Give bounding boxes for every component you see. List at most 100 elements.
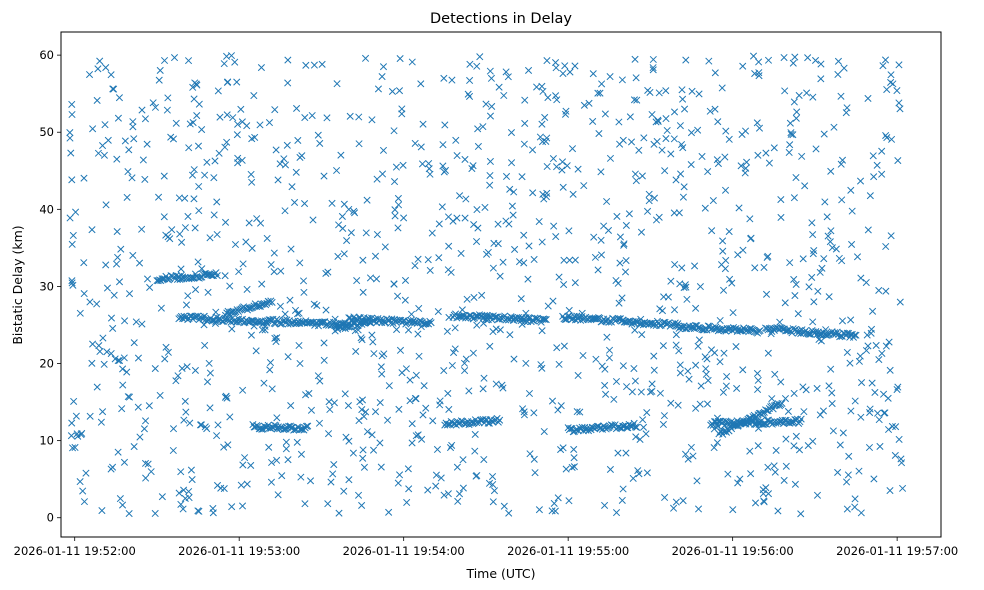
detection-point	[795, 91, 803, 100]
detection-point	[368, 116, 376, 124]
detection-point	[732, 343, 740, 351]
detection-point	[76, 478, 84, 486]
detection-point	[694, 505, 703, 513]
detection-point	[694, 126, 702, 134]
detection-point	[286, 296, 294, 304]
detection-point	[619, 362, 627, 370]
detection-point	[646, 319, 654, 328]
detection-point	[381, 243, 389, 251]
detection-point	[646, 88, 654, 96]
detection-point	[296, 259, 304, 267]
chart-title: Detections in Delay	[430, 11, 572, 27]
detection-point	[189, 119, 197, 127]
detection-point	[82, 469, 90, 477]
detection-point	[649, 55, 657, 64]
detection-point	[498, 381, 506, 389]
detection-point	[357, 334, 365, 342]
detection-point	[721, 186, 730, 194]
detection-point	[687, 129, 696, 137]
detection-point	[792, 114, 800, 122]
detection-point	[338, 212, 346, 221]
detection-point	[507, 128, 516, 137]
detection-point	[125, 146, 133, 154]
detection-point	[568, 145, 577, 153]
detection-point	[488, 417, 496, 426]
detection-point	[726, 275, 734, 283]
detection-point	[813, 491, 822, 499]
detection-point	[520, 231, 528, 239]
detection-point	[703, 355, 711, 363]
detection-point	[396, 54, 404, 63]
detection-point	[388, 87, 397, 95]
detection-point	[565, 497, 573, 505]
detection-point	[561, 110, 570, 118]
detection-point	[100, 360, 108, 368]
detection-point	[616, 259, 624, 267]
detection-point	[278, 472, 286, 480]
detection-point	[198, 265, 206, 273]
detection-point	[555, 273, 563, 281]
detection-point	[273, 456, 281, 464]
detection-point	[816, 268, 824, 276]
detection-point	[704, 376, 712, 385]
detection-point	[843, 505, 851, 513]
detection-point	[359, 288, 367, 296]
detection-point	[185, 487, 193, 496]
detection-point	[722, 256, 730, 265]
detection-point	[538, 327, 546, 335]
detection-point	[613, 212, 621, 220]
detection-point	[817, 60, 825, 68]
detection-point	[517, 295, 525, 303]
detection-point	[843, 104, 851, 112]
detection-point	[418, 160, 427, 168]
detection-point	[176, 230, 184, 238]
detection-point	[655, 89, 663, 97]
detection-point	[177, 468, 185, 476]
detection-point	[79, 487, 87, 495]
detection-point	[696, 283, 704, 291]
detection-point	[536, 133, 544, 141]
detection-point	[679, 497, 687, 505]
detection-point	[845, 452, 853, 460]
detection-point	[292, 168, 300, 176]
detection-point	[560, 280, 568, 289]
detection-point	[705, 57, 713, 65]
detection-point	[355, 140, 363, 148]
detection-point	[762, 290, 771, 298]
detection-point	[754, 151, 762, 159]
detection-point	[185, 494, 193, 502]
detection-point	[886, 487, 894, 495]
detection-point	[535, 506, 543, 514]
detection-point	[195, 182, 203, 191]
detection-point	[258, 326, 266, 334]
detection-point	[185, 144, 193, 152]
detection-point	[627, 138, 636, 146]
detection-point	[882, 342, 890, 350]
detection-point	[448, 361, 456, 370]
detection-point	[345, 476, 353, 484]
detection-point	[543, 162, 551, 171]
detection-point	[704, 168, 712, 176]
detection-point	[107, 314, 116, 322]
detection-point	[355, 417, 363, 425]
detection-point	[809, 93, 817, 101]
detection-point	[86, 298, 94, 306]
detection-point	[220, 60, 228, 68]
detection-point	[764, 349, 772, 357]
detection-point	[506, 331, 514, 339]
detection-point	[284, 79, 292, 87]
detection-point	[125, 510, 133, 518]
detection-point	[606, 465, 614, 473]
detection-point	[396, 346, 405, 354]
detection-point	[123, 193, 131, 201]
detection-point	[140, 425, 148, 433]
detection-point	[390, 178, 399, 186]
detection-point	[242, 238, 250, 246]
detection-point	[188, 476, 196, 484]
detection-point	[385, 382, 393, 390]
detection-point	[229, 114, 237, 122]
detection-point	[632, 177, 640, 185]
detection-point	[213, 198, 221, 206]
detection-point	[764, 407, 772, 415]
detection-point	[221, 393, 229, 401]
